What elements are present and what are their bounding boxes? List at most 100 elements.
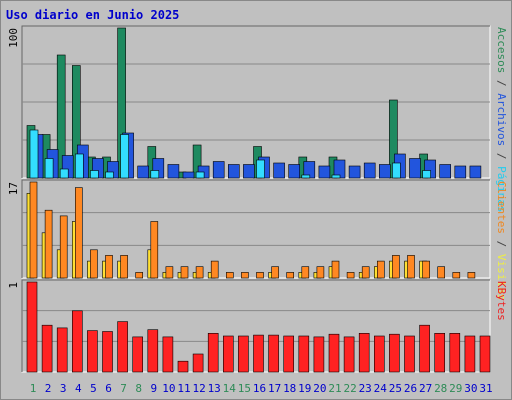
- bar-kbytes-kbytes-day10: [162, 336, 174, 373]
- x-tick-label-day: 20: [313, 382, 326, 395]
- legend-entry: Páginas: [495, 166, 508, 212]
- bar-kbytes-kbytes-day21: [328, 333, 340, 373]
- bar-hits-pginas-day7: [120, 134, 129, 179]
- bar-visits-clientes-day21: [331, 260, 340, 279]
- bar-visits-clientes-day29: [452, 272, 461, 279]
- bar-kbytes-kbytes-day1: [26, 281, 38, 373]
- x-tick-label-day: 22: [343, 382, 356, 395]
- bar-visits-clientes-day23: [361, 266, 370, 279]
- bar-kbytes-kbytes-day31: [479, 335, 491, 373]
- bar-hits-archivos-day13: [212, 161, 225, 179]
- bar-visits-clientes-day14: [226, 272, 234, 279]
- bars-kbytes: [26, 281, 491, 373]
- bar-visits-clientes-day20: [316, 266, 325, 279]
- bar-visits-clientes-day19: [301, 266, 310, 279]
- bar-kbytes-kbytes-day4: [72, 310, 83, 373]
- bar-kbytes-kbytes-day12: [192, 353, 204, 373]
- x-tick-label-day: 27: [419, 382, 432, 395]
- bar-kbytes-kbytes-day26: [404, 335, 415, 373]
- bar-visits-clientes-day27: [422, 260, 430, 279]
- legend-kbytes: KBytes: [495, 281, 508, 321]
- bar-kbytes-kbytes-day17: [268, 334, 279, 373]
- bar-hits-pginas-day25: [392, 162, 401, 179]
- bar-kbytes-kbytes-day25: [389, 333, 400, 373]
- bar-kbytes-kbytes-day8: [132, 336, 143, 373]
- legend-visits: Clientes / Visitas: [495, 181, 508, 300]
- legend-entry: Visitas: [495, 254, 508, 300]
- bar-visits-clientes-day13: [210, 260, 219, 279]
- bar-kbytes-kbytes-day14: [223, 335, 234, 373]
- bar-visits-clientes-day22: [346, 272, 355, 279]
- bar-kbytes-kbytes-day18: [283, 335, 295, 373]
- bar-visits-clientes-day17: [271, 266, 279, 279]
- bar-hits-archivos-day18: [288, 164, 301, 179]
- bar-hits-pginas-day19: [301, 174, 311, 179]
- bar-kbytes-kbytes-day15: [238, 335, 249, 373]
- bar-visits-clientes-day6: [105, 255, 113, 279]
- bar-kbytes-kbytes-day7: [117, 321, 128, 373]
- bar-hits-pginas-day27: [422, 170, 431, 179]
- y-max-label-hits: 100: [7, 28, 20, 48]
- x-tick-label-day: 1: [30, 382, 37, 395]
- bar-hits-archivos-day10: [167, 164, 180, 179]
- bar-kbytes-kbytes-day20: [313, 336, 325, 373]
- bar-hits-pginas-day1: [29, 129, 39, 179]
- x-tick-label-day: 6: [105, 382, 112, 395]
- bar-hits-pginas-day2: [44, 158, 54, 179]
- bar-kbytes-kbytes-day5: [87, 330, 98, 373]
- bar-visits-clientes-day16: [256, 272, 264, 279]
- x-tick-label-day: 16: [253, 382, 266, 395]
- bar-kbytes-kbytes-day24: [373, 335, 385, 373]
- legend-hits: Accesos / Archivos / Páginas: [495, 27, 508, 212]
- x-tick-label-day: 24: [374, 382, 388, 395]
- legend-entry: KBytes: [495, 281, 508, 321]
- bar-kbytes-kbytes-day11: [177, 360, 189, 373]
- bar-visits-clientes-day7: [120, 255, 128, 279]
- legend-entry: /: [495, 234, 508, 254]
- x-tick-label-day: 29: [449, 382, 462, 395]
- x-tick-label-day: 5: [90, 382, 97, 395]
- x-tick-label-day: 2: [45, 382, 52, 395]
- bar-visits-clientes-day3: [59, 215, 68, 279]
- bar-hits-archivos-day24: [378, 164, 391, 179]
- y-max-label-visits: 17: [7, 182, 20, 195]
- x-tick-label-day: 31: [479, 382, 492, 395]
- panel-hits: 100 Accesos / Archivos / Páginas: [7, 25, 508, 212]
- bar-visits-clientes-day5: [90, 249, 98, 279]
- x-tick-label-day: 30: [464, 382, 477, 395]
- bars-hits: [26, 27, 482, 179]
- x-tick-label-day: 18: [283, 382, 296, 395]
- bar-hits-pginas-day3: [59, 168, 69, 179]
- bar-visits-clientes-day18: [286, 272, 295, 279]
- bar-kbytes-kbytes-day9: [147, 329, 159, 373]
- bar-kbytes-kbytes-day13: [207, 332, 219, 373]
- bar-hits-pginas-day16: [256, 159, 265, 179]
- x-tick-label-day: 11: [177, 382, 190, 395]
- x-tick-label-day: 15: [238, 382, 251, 395]
- x-tick-label-day: 26: [404, 382, 417, 395]
- y-max-label-kbytes: 1: [7, 282, 20, 289]
- bar-visits-clientes-day15: [241, 272, 249, 279]
- bar-kbytes-kbytes-day29: [449, 332, 461, 373]
- bar-hits-pginas-day6: [105, 171, 114, 179]
- bar-hits-archivos-day20: [318, 165, 331, 179]
- bar-hits-archivos-day30: [469, 165, 482, 179]
- bar-hits-pginas-day21: [331, 174, 341, 179]
- x-tick-label-day: 21: [328, 382, 341, 395]
- bar-visits-clientes-day11: [180, 266, 189, 279]
- x-tick-label-day: 3: [60, 382, 67, 395]
- bar-hits-archivos-day11: [182, 171, 195, 179]
- bar-hits-archivos-day26: [409, 158, 421, 179]
- panel-kbytes: 1 KBytes: [7, 279, 508, 373]
- bar-hits-archivos-day8: [137, 165, 149, 179]
- bar-kbytes-kbytes-day27: [419, 324, 430, 373]
- bar-kbytes-kbytes-day19: [298, 335, 310, 373]
- x-tick-label-day: 14: [223, 382, 237, 395]
- panel-visits: 17 Clientes / Visitas: [7, 179, 508, 300]
- x-tick-label-day: 8: [135, 382, 142, 395]
- x-tick-label-day: 23: [359, 382, 372, 395]
- x-tick-label-day: 25: [389, 382, 402, 395]
- bar-hits-pginas-day5: [90, 170, 99, 179]
- legend-entry: /: [495, 73, 508, 93]
